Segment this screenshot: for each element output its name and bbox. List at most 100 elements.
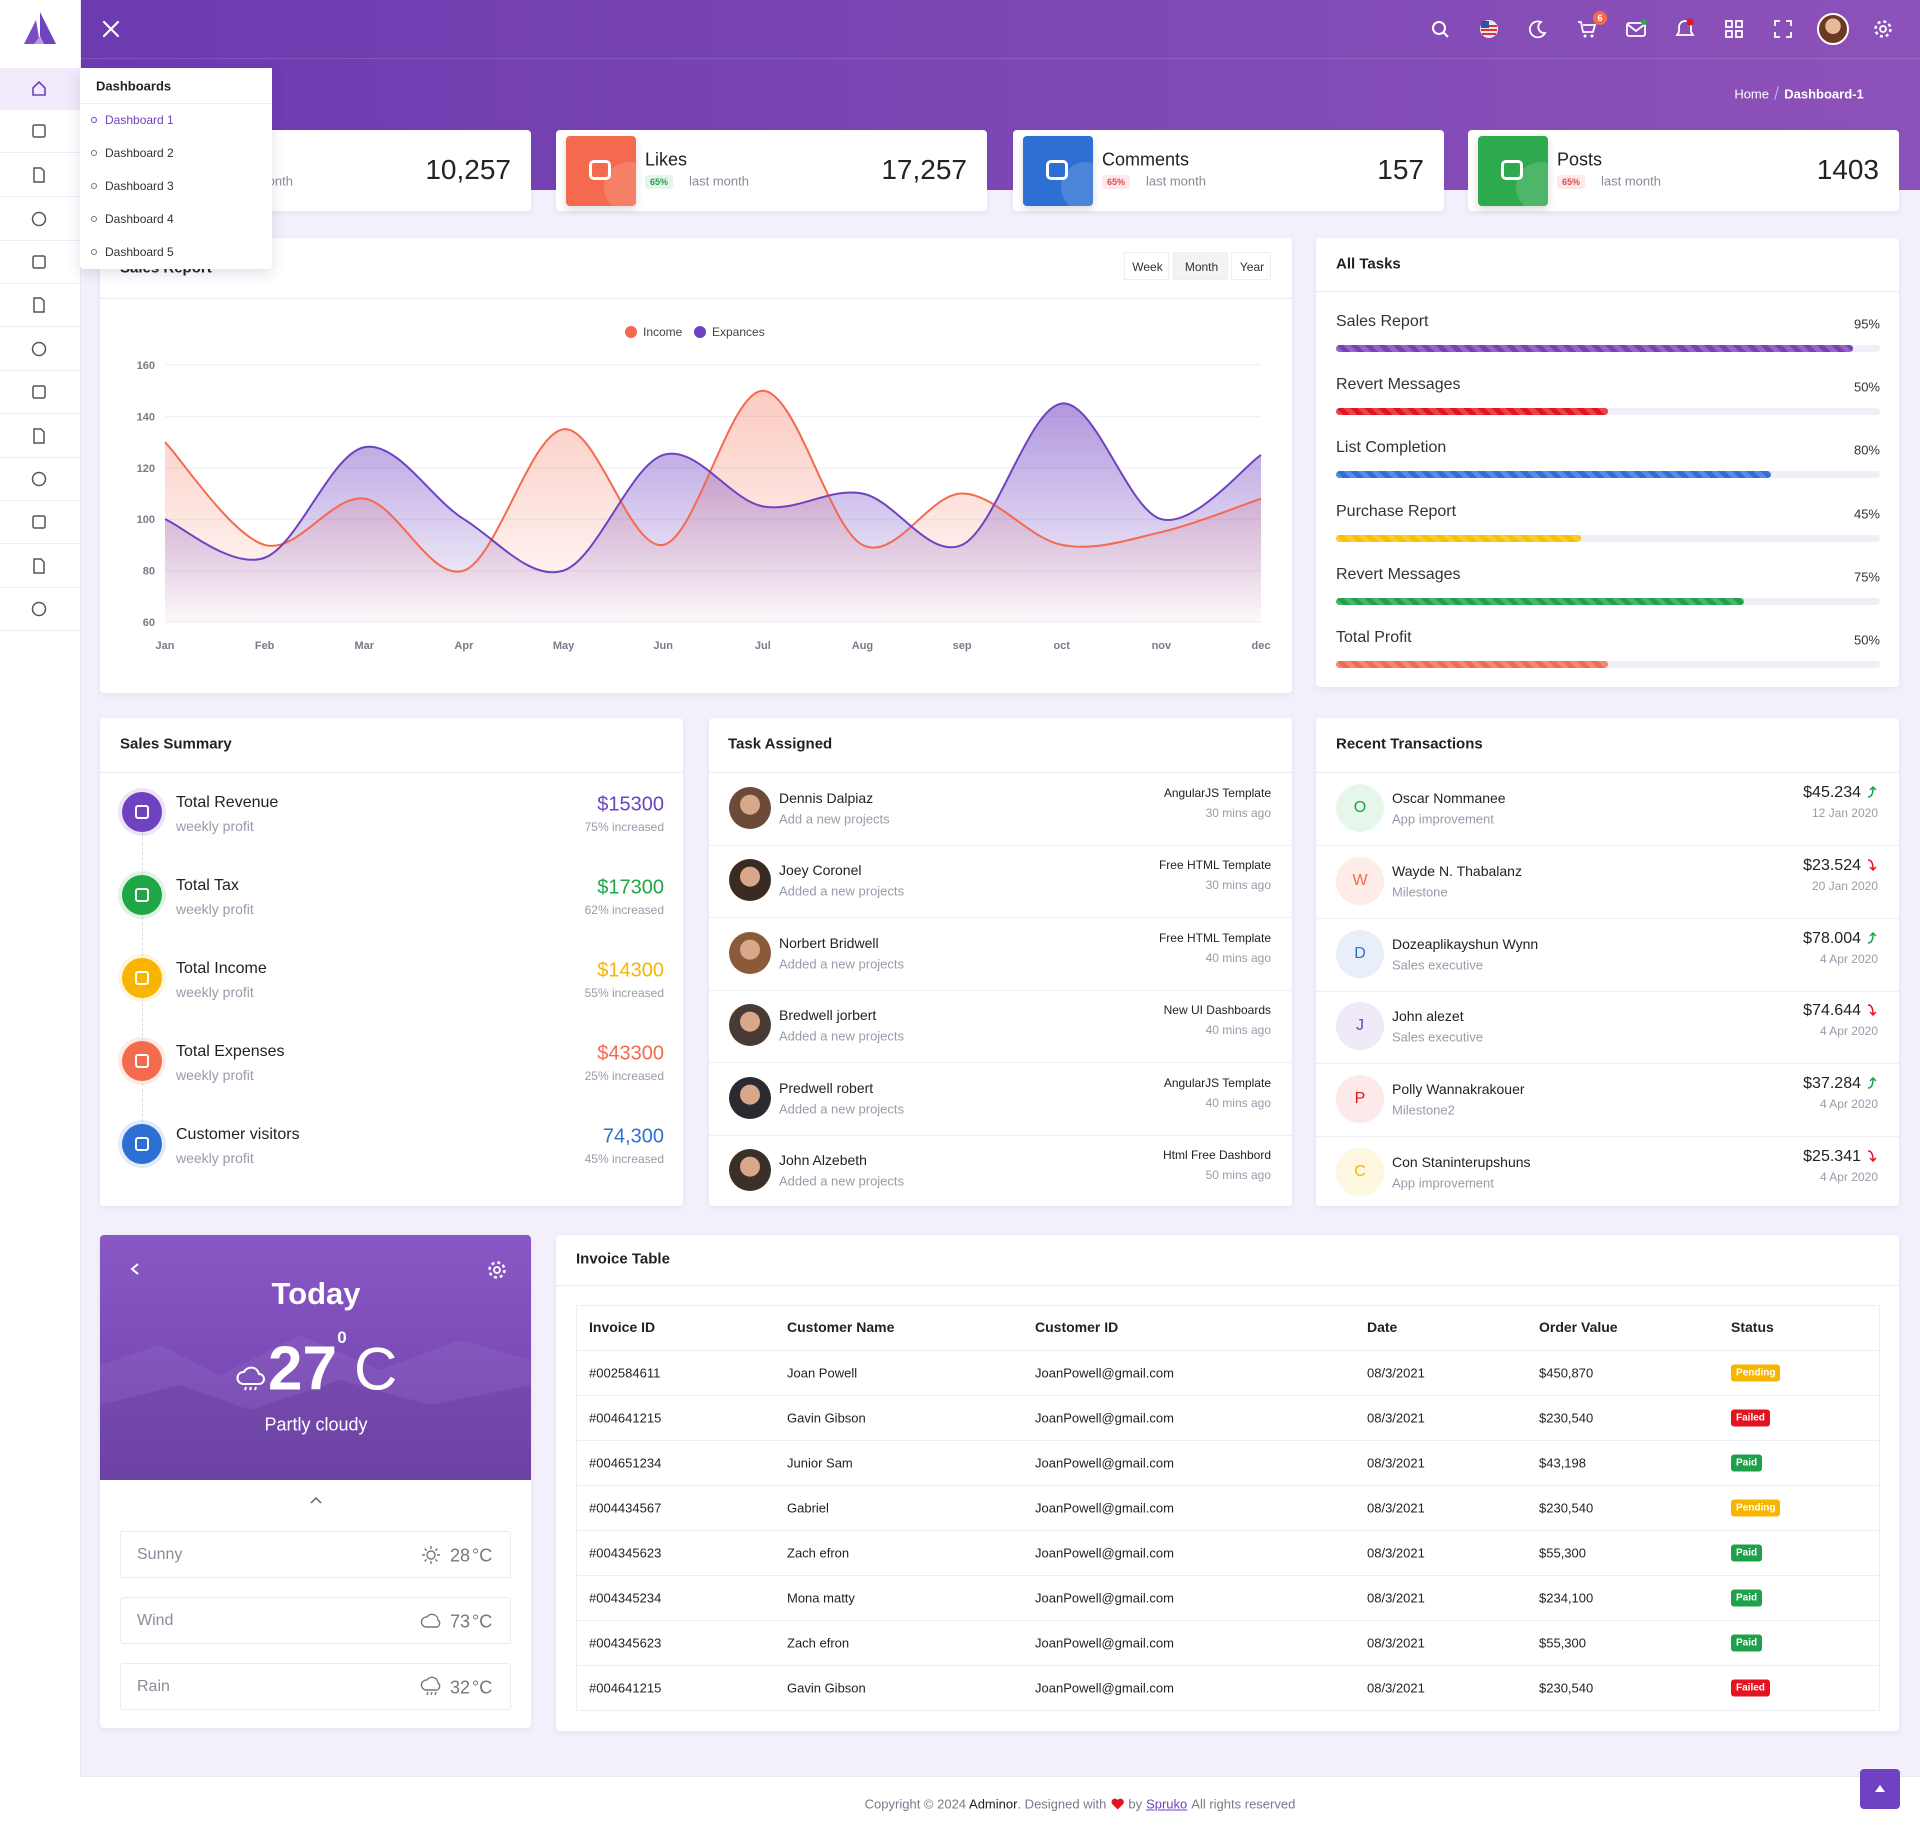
summary-change: 25% increased <box>584 1069 664 1083</box>
task-desc: Added a new projects <box>779 956 905 972</box>
weather-hero <box>100 1235 531 1480</box>
user-avatar[interactable] <box>1817 13 1849 45</box>
sidebar-icon[interactable] <box>31 167 47 183</box>
transaction-amount: $37.284 <box>1803 1075 1861 1093</box>
card-divider <box>556 1285 1899 1286</box>
stat-badge: 65% <box>1102 175 1131 189</box>
sidebar-icon[interactable] <box>31 297 47 313</box>
transaction-initial: O <box>1353 799 1367 816</box>
header-icon[interactable] <box>1724 19 1744 39</box>
task-project: Html Free Dashbord <box>1162 1148 1271 1162</box>
sidebar-icon[interactable] <box>31 123 47 139</box>
transaction-date: 4 Apr 2020 <box>1819 951 1878 966</box>
period-button[interactable]: Month <box>1173 252 1228 280</box>
sidebar-icon[interactable] <box>31 471 47 487</box>
task-time: 30 mins ago <box>1205 806 1271 820</box>
summary-icon-glyph <box>135 1137 149 1151</box>
table-cell: Junior Sam <box>787 1455 853 1471</box>
table-cell: 08/3/2021 <box>1367 1590 1425 1606</box>
invoice-card <box>556 1235 1899 1731</box>
table-cell: Mona matty <box>787 1590 855 1606</box>
header-icon[interactable] <box>1577 19 1597 39</box>
menu-item[interactable]: Dashboard 1 <box>105 113 174 127</box>
sidebar-divider <box>0 500 80 501</box>
table-header: Status <box>1731 1319 1774 1335</box>
sidebar-icon[interactable] <box>31 601 47 617</box>
transaction-avatar: P <box>1336 1075 1384 1124</box>
menu-item[interactable]: Dashboard 3 <box>105 179 174 193</box>
summary-icon <box>122 1041 162 1081</box>
table-cell: 08/3/2021 <box>1367 1455 1425 1471</box>
header-icon[interactable] <box>1430 19 1450 39</box>
close-menu-icon <box>102 20 120 38</box>
stat-subtitle: last month <box>689 173 749 189</box>
period-button[interactable]: Year <box>1231 252 1271 280</box>
task-time: 40 mins ago <box>1205 950 1271 965</box>
sidebar-icon[interactable] <box>31 384 47 400</box>
table-cell: $230,540 <box>1539 1410 1594 1426</box>
transaction-date: 20 Jan 2020 <box>1811 878 1878 893</box>
weather-back <box>130 1263 139 1275</box>
sidebar-divider <box>0 109 80 110</box>
task-user-name: Norbert Bridwell <box>779 934 879 951</box>
header-icon[interactable] <box>1528 19 1548 39</box>
status-badge: Pending <box>1731 1364 1781 1382</box>
transaction-initial: P <box>1354 1090 1366 1108</box>
weather-row-icon <box>422 1546 440 1564</box>
card-title: All Tasks <box>1336 255 1401 273</box>
task-percent: 50% <box>1853 632 1880 648</box>
header-icon[interactable] <box>1675 18 1695 39</box>
all-tasks-card <box>1316 238 1899 687</box>
sidebar-icon[interactable] <box>31 558 47 574</box>
dashboards-menu <box>80 68 272 269</box>
period-button[interactable]: Week <box>1124 252 1169 280</box>
header-icon[interactable] <box>1873 19 1893 39</box>
transaction-date: 12 Jan 2020 <box>1811 806 1878 820</box>
table-cell: $55,300 <box>1539 1635 1586 1651</box>
menu-item[interactable]: Dashboard 4 <box>105 212 174 226</box>
card-divider <box>100 298 1292 299</box>
trend-arrow <box>1867 1004 1877 1017</box>
trend-arrow <box>1867 785 1877 798</box>
table-cell: JoanPowell@gmail.com <box>1035 1455 1174 1471</box>
table-cell: Gavin Gibson <box>787 1680 866 1696</box>
sidebar-icon[interactable] <box>31 428 47 444</box>
stat-value: 17,257 <box>881 154 967 185</box>
breadcrumb-home[interactable]: Home <box>1734 86 1769 102</box>
task-time: 40 mins ago <box>1205 1023 1271 1038</box>
header-icon[interactable] <box>1479 19 1499 39</box>
card-title: Sales Summary <box>120 735 232 753</box>
table-cell: $230,540 <box>1539 1500 1594 1516</box>
weather-row-temp: 28 <box>449 1545 470 1566</box>
menu-item[interactable]: Dashboard 5 <box>105 245 174 259</box>
sidebar-icon[interactable] <box>31 341 47 357</box>
weather-mountains <box>100 1335 531 1480</box>
sidebar-icon[interactable] <box>31 80 47 96</box>
table-cell: 08/3/2021 <box>1367 1635 1425 1651</box>
card-title: Task Assigned <box>728 735 833 753</box>
transaction-name: Dozeaplikayshun Wynn <box>1392 935 1539 952</box>
sidebar-icon[interactable] <box>31 211 47 227</box>
sidebar-icon[interactable] <box>31 514 47 530</box>
weather-cloud-icon <box>236 1366 265 1391</box>
summary-change: 62% increased <box>584 903 664 917</box>
table-row-divider <box>576 1350 1880 1351</box>
table-cell: $234,100 <box>1539 1590 1594 1606</box>
menu-item[interactable]: Dashboard 2 <box>105 146 174 160</box>
header-divider <box>80 58 1920 59</box>
transaction-avatar: W <box>1336 856 1384 905</box>
summary-title: Total Expenses <box>176 1043 285 1060</box>
transaction-avatar: J <box>1336 1002 1384 1051</box>
task-user-name: Joey Coronel <box>779 862 862 879</box>
trend-arrow <box>1867 1077 1877 1089</box>
header-icon[interactable] <box>1773 19 1793 39</box>
header-icon[interactable] <box>1626 19 1647 39</box>
row-divider <box>709 917 1292 919</box>
summary-subtitle: weekly profit <box>176 818 254 834</box>
stat-title: Likes <box>645 149 688 170</box>
task-desc: Added a new projects <box>779 1028 905 1044</box>
sidebar-icon[interactable] <box>31 254 47 270</box>
footer-author[interactable]: Spruko <box>1146 1796 1188 1812</box>
table-cell: Joan Powell <box>787 1365 858 1381</box>
summary-title: Total Tax <box>176 877 239 894</box>
